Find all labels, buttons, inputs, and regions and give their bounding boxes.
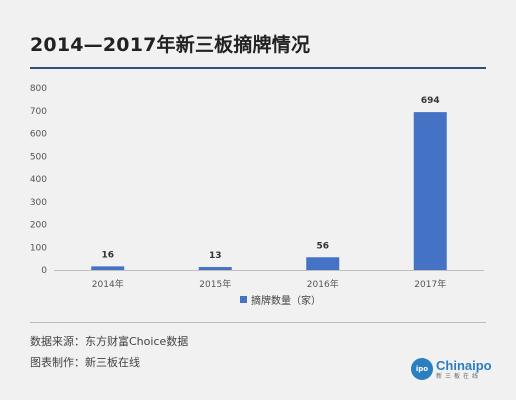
bar-chart: 0 100 200 300 400 500 600 700 800 16 2014年 13 2015年 5… [30, 84, 484, 290]
data-label: 694 [421, 96, 440, 106]
y-tick-label: 400 [30, 175, 47, 185]
y-tick-label: 100 [30, 243, 47, 253]
chart-legend: 摘牌数量（家） [240, 292, 321, 307]
x-tick-label: 2016年 [307, 278, 339, 290]
y-tick-label: 300 [30, 198, 47, 208]
bar [198, 267, 232, 270]
chart-maker: 图表制作：新三板在线 [30, 356, 140, 369]
y-tick-label: 700 [30, 107, 47, 117]
footer-divider [30, 322, 486, 323]
logo-circle-icon: ipo [411, 358, 433, 380]
data-label: 16 [101, 250, 114, 260]
bar [413, 112, 447, 271]
y-tick-label: 600 [30, 130, 47, 140]
x-tick-label: 2017年 [414, 278, 446, 290]
data-source: 数据来源：东方财富Choice数据 [30, 335, 189, 348]
data-label: 13 [209, 251, 222, 261]
x-tick-label: 2015年 [199, 278, 231, 290]
y-tick-label: 0 [41, 266, 47, 276]
logo-word: Chinaipo [436, 357, 492, 373]
bar [306, 257, 340, 270]
y-tick-label: 500 [30, 152, 47, 162]
y-tick-label: 800 [30, 84, 47, 94]
chinaipo-logo: ipo Chinaipo 新三板在线 [411, 358, 492, 380]
bar [91, 266, 125, 270]
page-title: 2014—2017年新三板摘牌情况 [30, 34, 311, 56]
legend-swatch [240, 296, 247, 303]
data-label: 56 [316, 241, 329, 251]
x-tick-label: 2014年 [92, 278, 124, 290]
logo-subtitle: 新三板在线 [436, 372, 482, 380]
y-tick-label: 200 [30, 221, 47, 231]
title-divider [30, 67, 486, 69]
legend-label: 摘牌数量（家） [251, 296, 321, 307]
